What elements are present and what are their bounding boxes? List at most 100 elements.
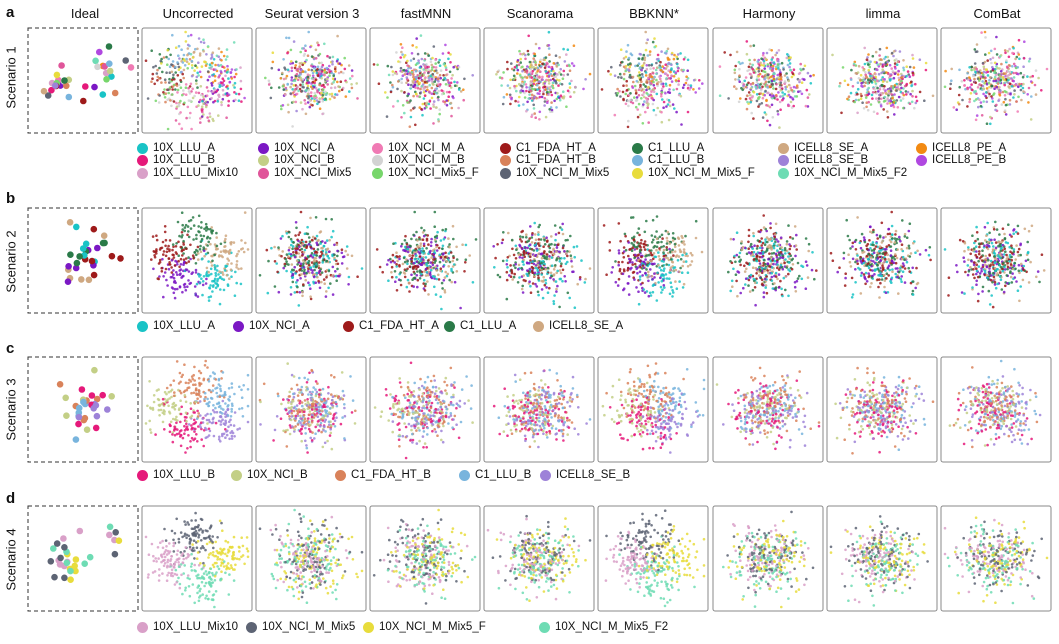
cell-point: [958, 68, 961, 72]
cell-point: [651, 218, 655, 222]
cell-point: [189, 227, 193, 230]
cell-point: [986, 59, 989, 62]
cell-point: [455, 245, 458, 249]
cell-point: [515, 89, 518, 93]
cell-point: [448, 90, 451, 94]
cell-point: [784, 88, 788, 91]
cell-point: [662, 248, 666, 252]
cell-point: [182, 89, 185, 92]
cell-point: [500, 84, 503, 87]
cell-point: [665, 246, 668, 249]
cell-point: [527, 34, 530, 38]
cell-point: [674, 255, 678, 258]
cell-point: [311, 235, 315, 239]
cell-point: [760, 57, 763, 60]
cell-point: [570, 79, 573, 83]
cell-point: [747, 65, 751, 69]
cell-point: [298, 231, 302, 234]
cell-point: [988, 78, 991, 82]
cell-point: [451, 265, 455, 268]
cell-point: [553, 294, 556, 297]
cell-point: [330, 218, 334, 221]
cell-point: [994, 108, 997, 112]
cell-point: [648, 53, 652, 56]
cell-point: [447, 81, 451, 84]
cell-point: [569, 234, 572, 238]
cell-point: [625, 79, 628, 83]
cell-point: [206, 274, 210, 278]
cell-point: [536, 290, 540, 294]
cell-point: [496, 273, 500, 277]
cell-point: [918, 90, 922, 94]
cell-point: [629, 76, 632, 79]
cell-point: [561, 246, 565, 250]
cell-point: [637, 302, 641, 306]
cell-point: [447, 95, 451, 98]
cell-point: [324, 241, 327, 244]
cell-point: [783, 92, 787, 96]
cell-point: [902, 66, 905, 70]
cell-point: [987, 81, 991, 85]
cell-point: [647, 253, 651, 257]
ideal-dot: [48, 86, 55, 94]
cell-point: [970, 83, 973, 86]
cell-point: [162, 91, 165, 94]
cell-point: [874, 50, 878, 54]
cell-point: [536, 92, 539, 95]
cell-point: [618, 63, 622, 67]
cell-point: [267, 79, 271, 83]
cell-point: [637, 57, 641, 60]
cell-point: [890, 85, 893, 88]
cell-point: [196, 250, 199, 253]
cell-point: [333, 96, 336, 99]
cell-point: [327, 286, 330, 290]
cell-point: [318, 73, 322, 76]
cell-point: [322, 244, 326, 248]
cell-point: [209, 267, 213, 271]
cell-point: [194, 271, 198, 274]
cell-point: [437, 77, 440, 81]
cell-point: [874, 72, 877, 76]
cell-point: [419, 34, 423, 37]
cell-point: [199, 234, 203, 237]
cell-point: [196, 86, 199, 89]
cell-point: [235, 260, 239, 263]
cell-point: [1012, 76, 1016, 79]
cell-point: [646, 38, 649, 41]
cell-point: [529, 225, 532, 228]
cell-point: [299, 101, 303, 104]
ideal-dot: [111, 89, 119, 97]
cell-point: [297, 239, 300, 243]
cell-point: [181, 93, 184, 97]
cell-point: [1029, 118, 1033, 121]
cell-point: [749, 93, 752, 97]
cell-point: [186, 105, 190, 109]
cell-point: [281, 84, 285, 88]
cell-point: [180, 231, 184, 234]
cell-point: [151, 72, 155, 76]
cell-point: [1008, 98, 1012, 102]
cell-point: [277, 290, 281, 294]
cell-point: [865, 105, 868, 109]
cell-point: [242, 250, 246, 254]
cell-point: [294, 64, 298, 67]
cell-point: [296, 67, 300, 71]
cell-point: [556, 243, 560, 247]
cell-point: [649, 268, 652, 271]
cell-point: [751, 67, 754, 71]
cell-point: [622, 98, 625, 102]
cell-point: [508, 274, 511, 277]
cell-point: [414, 90, 417, 94]
cell-point: [986, 74, 990, 77]
cell-point: [668, 292, 672, 296]
cell-point: [330, 235, 333, 239]
cell-point: [761, 96, 765, 100]
cell-point: [320, 61, 323, 65]
cell-point: [514, 257, 518, 260]
cell-point: [796, 86, 799, 89]
cell-point: [522, 103, 525, 106]
cell-point: [213, 277, 217, 281]
cell-point: [178, 269, 181, 272]
cell-point: [672, 88, 675, 92]
cell-point: [405, 285, 409, 289]
